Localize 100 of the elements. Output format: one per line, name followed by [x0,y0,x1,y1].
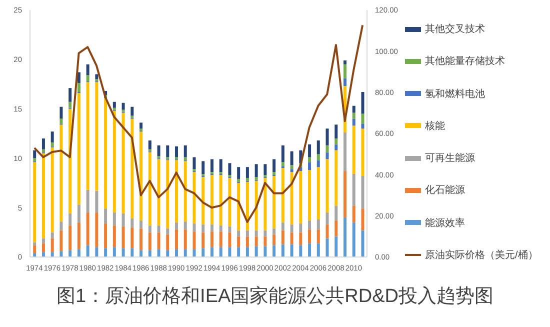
bar [140,250,143,257]
bar [95,74,98,80]
bar [42,238,45,244]
bar [352,118,356,126]
bar [95,212,98,248]
bar [237,182,240,230]
bar [175,229,178,250]
bar [202,176,205,224]
bar [42,149,45,152]
bar [316,243,320,257]
bar [272,172,276,175]
bar [122,102,125,110]
bar [148,140,152,150]
bar [361,176,364,209]
bar [192,231,196,250]
bar [184,161,187,222]
bar [264,246,267,257]
legend-label: 化石能源 [425,184,465,198]
bar [334,138,338,144]
bar [316,167,320,220]
bar [254,176,258,180]
bar [175,222,178,230]
bar [344,60,346,64]
legend-label: 其他交叉技术 [425,22,485,36]
bar [104,248,108,257]
bar [184,229,187,250]
bar [272,159,276,172]
legend-label: 原油实际价格（美元/桶） [425,248,538,262]
bar [281,230,284,244]
bar [316,154,320,160]
bar [86,245,90,257]
bar [60,221,63,230]
bar [326,152,329,160]
legend-label: 氢和燃料电池 [425,88,485,101]
bar [326,212,329,224]
bar [157,159,160,226]
bar [254,230,258,236]
bar [219,225,222,232]
bar [112,110,116,213]
bar [68,225,72,250]
bar [86,212,90,246]
bar [334,236,338,257]
bar [219,247,222,257]
bar [228,232,232,248]
bar [68,88,72,102]
bar [352,174,356,206]
bar [95,190,98,213]
bar [50,147,54,232]
bar [272,176,276,228]
bar [33,158,36,162]
bar [50,238,54,252]
bar [254,164,258,177]
bar [299,223,302,232]
bar [148,250,152,257]
bar [166,145,170,158]
bar [86,75,90,82]
bar [112,225,116,248]
bar [272,234,276,246]
bar [352,126,356,174]
bar [352,206,356,222]
bar [42,252,45,257]
bar [77,72,80,84]
bar [60,251,63,257]
bar [68,214,72,226]
bar [361,230,364,257]
bar [50,252,54,257]
bar [104,223,108,248]
bar [68,102,72,108]
bar [60,118,63,124]
bar [202,224,205,232]
bar [281,222,284,230]
bar [112,102,116,108]
bar [316,229,320,244]
bar [184,221,187,230]
bar [130,227,134,248]
bar [166,228,170,234]
bar [352,222,356,257]
bar [202,232,205,248]
bar [281,244,284,257]
bar [308,229,312,244]
bar [326,238,329,257]
bar [60,124,63,222]
bar [77,222,80,250]
bar [95,82,98,191]
bar [326,128,329,146]
bar [272,245,276,257]
bar [192,223,196,232]
bar [166,250,170,257]
bar [112,212,116,226]
bar [60,230,63,252]
bar [316,219,320,230]
bar [246,182,249,230]
bar [130,118,134,218]
bar [344,132,346,172]
bar [290,232,294,244]
bar [33,242,36,246]
bar [77,83,80,92]
bar [140,122,143,129]
bar [77,204,80,222]
bar [361,208,364,230]
